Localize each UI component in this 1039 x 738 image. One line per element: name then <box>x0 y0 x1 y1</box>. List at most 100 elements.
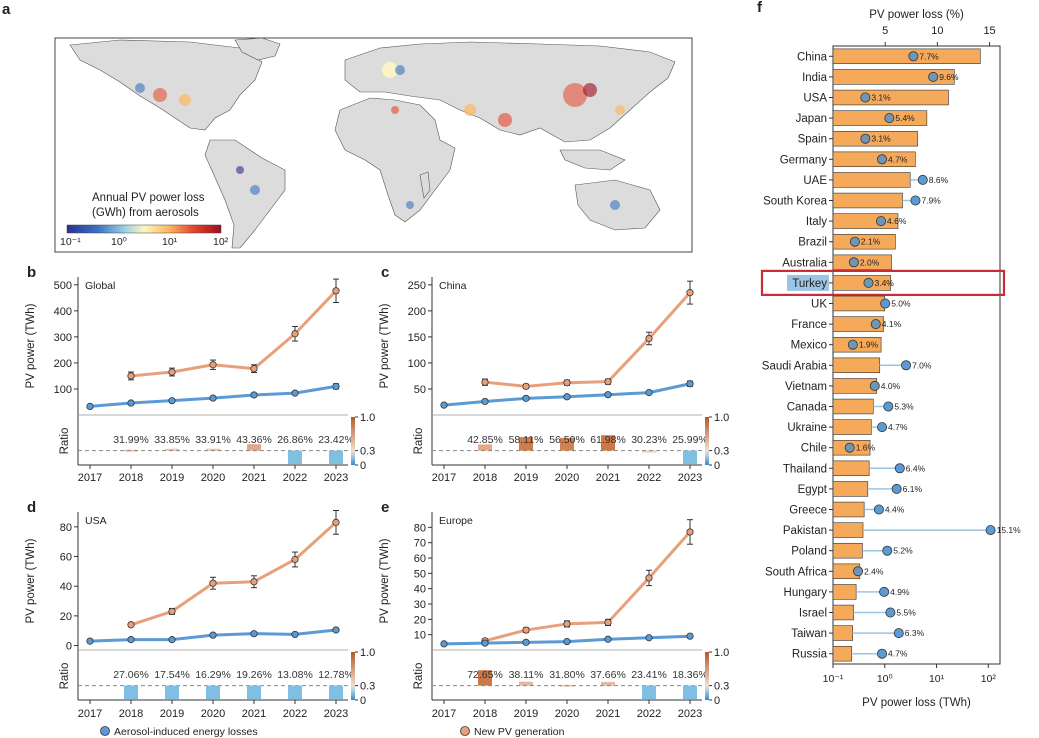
percent-marker <box>879 586 890 597</box>
ratio-label: 18.36% <box>672 669 708 681</box>
panel-d: USA 0 20 40 60 80 PV power (TWh) 27.06% 17.54% 16… <box>25 510 375 720</box>
y-tick-label: 0 <box>66 641 72 653</box>
ratio-tick-label: 1.0 <box>360 647 375 659</box>
data-point-new-pv <box>250 578 258 586</box>
ratio-label: 25.99% <box>672 434 708 446</box>
percent-label: 4.7% <box>888 154 908 164</box>
ratio-label: 33.85% <box>154 434 190 446</box>
top-axis-label: PV power loss (%) <box>869 9 964 21</box>
world-map: Annual PV power loss (GWh) from aerosols… <box>54 37 693 253</box>
ratio-bar <box>478 444 492 451</box>
bottom-tick-label: 10⁰ <box>877 673 893 685</box>
y-tick-label: 60 <box>60 552 72 564</box>
country-label: Hungary <box>784 587 828 599</box>
ratio-axis-label: Ratio <box>413 663 425 690</box>
ratio-bar <box>642 450 656 453</box>
ratio-bar <box>560 437 574 451</box>
ratio-bar <box>206 448 220 451</box>
ratio-label: 16.29% <box>195 669 231 681</box>
legend-aerosol-label: Aerosol-induced energy losses <box>114 726 258 738</box>
country-label: Saudi Arabia <box>762 360 828 372</box>
data-point-new-pv <box>127 621 135 629</box>
percent-marker <box>870 319 881 330</box>
percent-marker <box>910 195 921 206</box>
ratio-label: 26.86% <box>277 434 313 446</box>
panel-b: Global 100 200 300 400 500 PV power (TWh) 31.99… <box>25 277 375 484</box>
ratio-tick-label: 0.3 <box>360 681 375 693</box>
x-tick-label: 2021 <box>242 708 266 720</box>
ratio-tick-label: 0 <box>714 460 720 472</box>
data-point-aerosol <box>686 380 694 388</box>
twh-bar <box>832 501 865 518</box>
twh-bar <box>832 69 955 85</box>
top-tick-label: 15 <box>983 25 995 37</box>
x-tick-label: 2020 <box>201 472 225 484</box>
ratio-colorbar <box>705 417 709 465</box>
country-label: India <box>802 72 828 84</box>
x-tick-label: 2022 <box>283 708 307 720</box>
country-label: USA <box>803 93 827 105</box>
data-point-new-pv <box>127 372 135 380</box>
country-label: Brazil <box>798 237 827 249</box>
bottom-tick-label: 10⁻¹ <box>823 673 844 685</box>
twh-bar <box>832 316 884 332</box>
twh-bar <box>832 357 881 374</box>
y-axis-label: PV power (TWh) <box>379 303 391 388</box>
ratio-bar <box>683 450 697 465</box>
data-point-aerosol <box>522 638 530 646</box>
data-point-new-pv <box>332 287 340 295</box>
data-point-new-pv <box>168 368 176 376</box>
percent-label: 2.4% <box>864 566 884 576</box>
bottom-tick-label: 10² <box>981 673 997 685</box>
percent-marker <box>860 92 871 103</box>
panel-letter-c: c <box>381 264 389 281</box>
series-line-new-pv <box>484 530 692 643</box>
data-point-new-pv <box>563 620 571 628</box>
region-label: China <box>439 280 467 292</box>
data-point-aerosol <box>481 639 489 647</box>
percent-marker <box>877 154 888 165</box>
ratio-bar <box>329 685 343 700</box>
x-tick-label: 2018 <box>119 708 143 720</box>
percent-marker <box>891 483 902 494</box>
ratio-colorbar <box>351 417 355 465</box>
y-tick-label: 50 <box>414 384 426 396</box>
data-point-aerosol <box>250 630 258 638</box>
country-label: Vietnam <box>785 381 827 393</box>
percent-label: 6.1% <box>903 484 923 494</box>
percent-label: 9.6% <box>939 72 959 82</box>
percent-label: 5.0% <box>891 299 911 309</box>
y-tick-label: 20 <box>60 611 72 623</box>
x-tick-label: 2018 <box>473 708 497 720</box>
data-point-new-pv <box>209 579 217 587</box>
series-line-new-pv <box>130 289 338 378</box>
ratio-tick-label: 0.3 <box>714 446 729 458</box>
x-tick-label: 2021 <box>596 708 620 720</box>
data-point-aerosol <box>332 382 340 390</box>
region-label: Global <box>85 280 115 292</box>
ratio-tick-label: 0 <box>360 460 366 472</box>
colorbar-tick-0: 10⁻¹ <box>60 236 81 248</box>
colorbar-tick-2: 10¹ <box>162 236 178 248</box>
country-label: Chile <box>801 443 827 455</box>
percent-marker <box>876 216 887 227</box>
x-tick-label: 2019 <box>514 472 538 484</box>
y-tick-label: 250 <box>408 280 426 292</box>
data-point-new-pv <box>291 330 299 338</box>
percent-marker <box>901 360 912 371</box>
x-tick-label: 2022 <box>637 472 661 484</box>
y-tick-label: 30 <box>414 599 426 611</box>
bottom-tick-label: 10¹ <box>929 673 945 685</box>
percent-marker <box>985 525 996 536</box>
data-point-new-pv <box>645 574 653 582</box>
country-label: Thailand <box>783 463 827 475</box>
colorbar-tick-3: 10² <box>213 236 229 248</box>
country-label: Germany <box>780 154 828 166</box>
country-label: Canada <box>787 402 828 414</box>
series-line-new-pv <box>484 291 692 388</box>
percent-label: 15.1% <box>997 525 1022 535</box>
x-tick-label: 2023 <box>324 708 348 720</box>
panel-letter-b: b <box>27 264 36 281</box>
x-tick-label: 2022 <box>637 708 661 720</box>
